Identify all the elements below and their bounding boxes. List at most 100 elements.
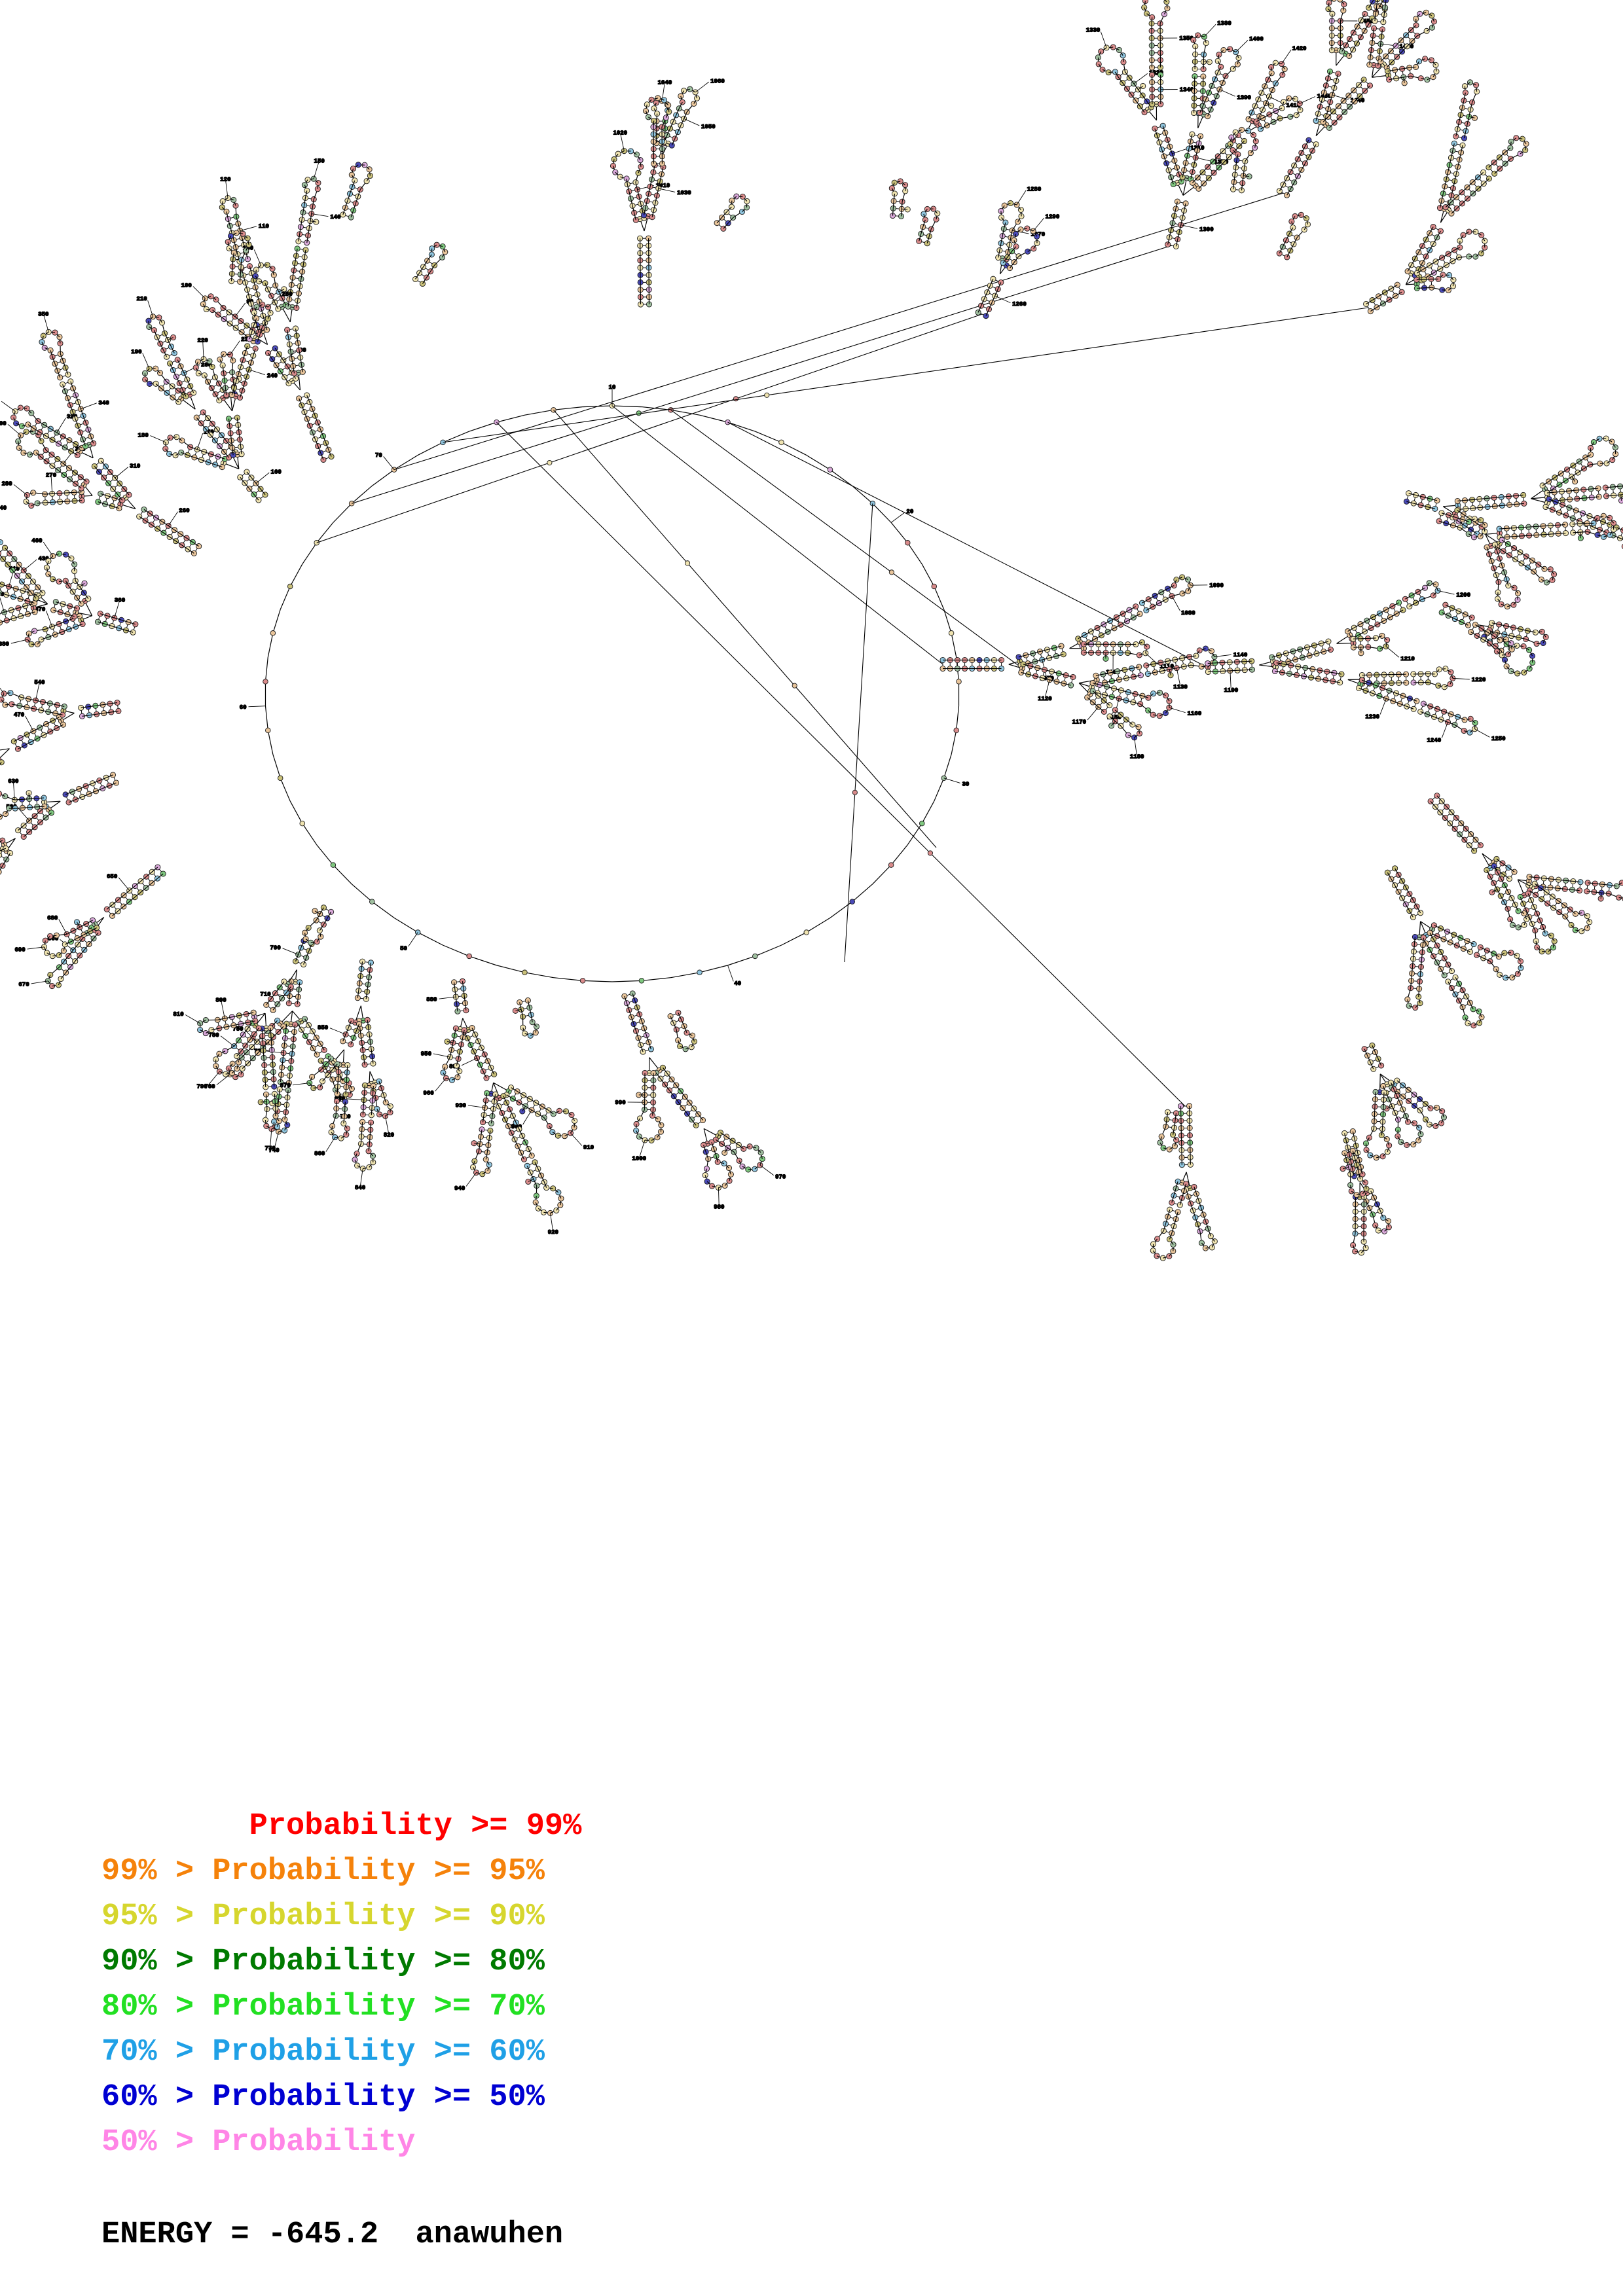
backbone-segment [311, 213, 329, 217]
backbone-segment [325, 442, 329, 450]
nucleotide-circle [328, 454, 335, 460]
backbone-segment [63, 463, 69, 469]
nucleotide-circle [1208, 648, 1215, 655]
position-tick-label: 210 [136, 296, 147, 302]
nucleotide-circle [369, 899, 375, 905]
backbone-segment [670, 972, 700, 978]
backbone-segment [234, 302, 246, 317]
backbone-segment [219, 446, 225, 452]
backbone-segment [88, 429, 92, 437]
rna-drawing-group: 1020304050607080901001101201301401501601… [0, 0, 1623, 1261]
backbone-segment [27, 424, 34, 429]
backbone-segment [82, 416, 86, 423]
backbone-segment [160, 387, 168, 393]
backbone-segment [727, 956, 756, 966]
nucleotide-circle [640, 1049, 646, 1055]
position-tick-label: 970 [775, 1174, 786, 1180]
backbone-segment [287, 366, 292, 373]
nucleotide-circle [638, 978, 645, 984]
backbone-segment [64, 474, 70, 480]
backbone-segment [174, 529, 181, 535]
backbone-segment [244, 346, 248, 353]
backbone-segment [235, 247, 238, 255]
backbone-segment [443, 307, 1369, 443]
backbone-segment [160, 343, 164, 351]
backbone-segment [257, 294, 260, 302]
backbone-segment [1222, 670, 1230, 672]
backbone-segment [295, 255, 297, 264]
backbone-segment [272, 754, 281, 779]
backbone-segment [50, 350, 53, 357]
position-tick-label: 50 [400, 946, 407, 952]
backbone-segment [852, 884, 873, 903]
position-tick-label: 190 [131, 349, 141, 355]
backbone-segment [293, 262, 296, 271]
backbone-segment [70, 381, 74, 389]
position-tick-label: 40 [734, 980, 741, 987]
position-tick-label: 120 [220, 177, 230, 183]
backbone-segment [1215, 670, 1223, 672]
backbone-segment [151, 524, 158, 529]
nucleotide-circle [684, 560, 691, 566]
nucleotide-circle [265, 727, 271, 734]
position-tick-label: 920 [548, 1229, 558, 1236]
backbone-segment [229, 226, 232, 234]
backbone-segment [149, 513, 156, 518]
backbone-segment [267, 730, 274, 755]
backbone-segment [333, 503, 352, 523]
nucleotide-circle [293, 375, 299, 382]
backbone-segment [240, 321, 247, 326]
nucleotide-circle [219, 464, 225, 471]
backbone-segment [781, 932, 807, 946]
nucleotide-circle [330, 862, 337, 868]
backbone-segment [238, 425, 240, 433]
nucleotide-circle [697, 969, 702, 976]
backbone-segment [156, 336, 161, 344]
backbone-segment [226, 211, 228, 219]
position-tick-label: 790 [197, 1083, 208, 1090]
backbone-segment [107, 615, 115, 619]
nucleotide-circle [956, 679, 962, 685]
nucleotide-circle [0, 759, 5, 766]
backbone-segment [222, 365, 225, 374]
nucleotide-circle [1136, 652, 1142, 658]
backbone-segment [172, 370, 177, 377]
backbone-segment [934, 778, 945, 802]
nucleotide-circle [849, 899, 855, 905]
backbone-segment [308, 221, 311, 228]
nucleotide-circle [85, 596, 92, 602]
backbone-segment [155, 383, 162, 389]
backbone-segment [248, 369, 265, 375]
backbone-segment [54, 363, 58, 371]
backbone-segment [121, 619, 129, 623]
backbone-segment [223, 373, 225, 381]
backbone-segment [248, 296, 252, 304]
backbone-segment [274, 302, 279, 310]
backbone-segment [295, 248, 298, 257]
backbone-segment [226, 440, 232, 447]
position-tick-label: 840 [355, 1185, 365, 1191]
backbone-segment [110, 472, 116, 478]
backbone-segment [301, 365, 303, 372]
backbone-segment [260, 488, 266, 495]
position-tick-label: 1130 [1173, 684, 1188, 691]
nucleotide-circle [442, 1064, 448, 1070]
backbone-segment [270, 1035, 272, 1043]
backbone-segment [264, 706, 268, 730]
nucleotide-circle [263, 679, 268, 685]
backbone-segment [611, 980, 642, 982]
backbone-segment [383, 456, 395, 470]
backbone-segment [1207, 662, 1215, 664]
nucleotide-circle [38, 636, 45, 643]
backbone-segment [72, 412, 76, 420]
backbone-segment [280, 586, 291, 610]
backbone-segment [297, 293, 300, 301]
backbone-segment [177, 359, 181, 367]
backbone-segment [289, 285, 292, 293]
position-tick-label: 1220 [1472, 677, 1486, 683]
position-tick-label: 220 [198, 338, 208, 344]
nucleotide-circle [610, 162, 617, 170]
nucleotide-circle [38, 438, 45, 444]
nucleotide-circle [0, 696, 5, 703]
backbone-segment [69, 440, 76, 445]
